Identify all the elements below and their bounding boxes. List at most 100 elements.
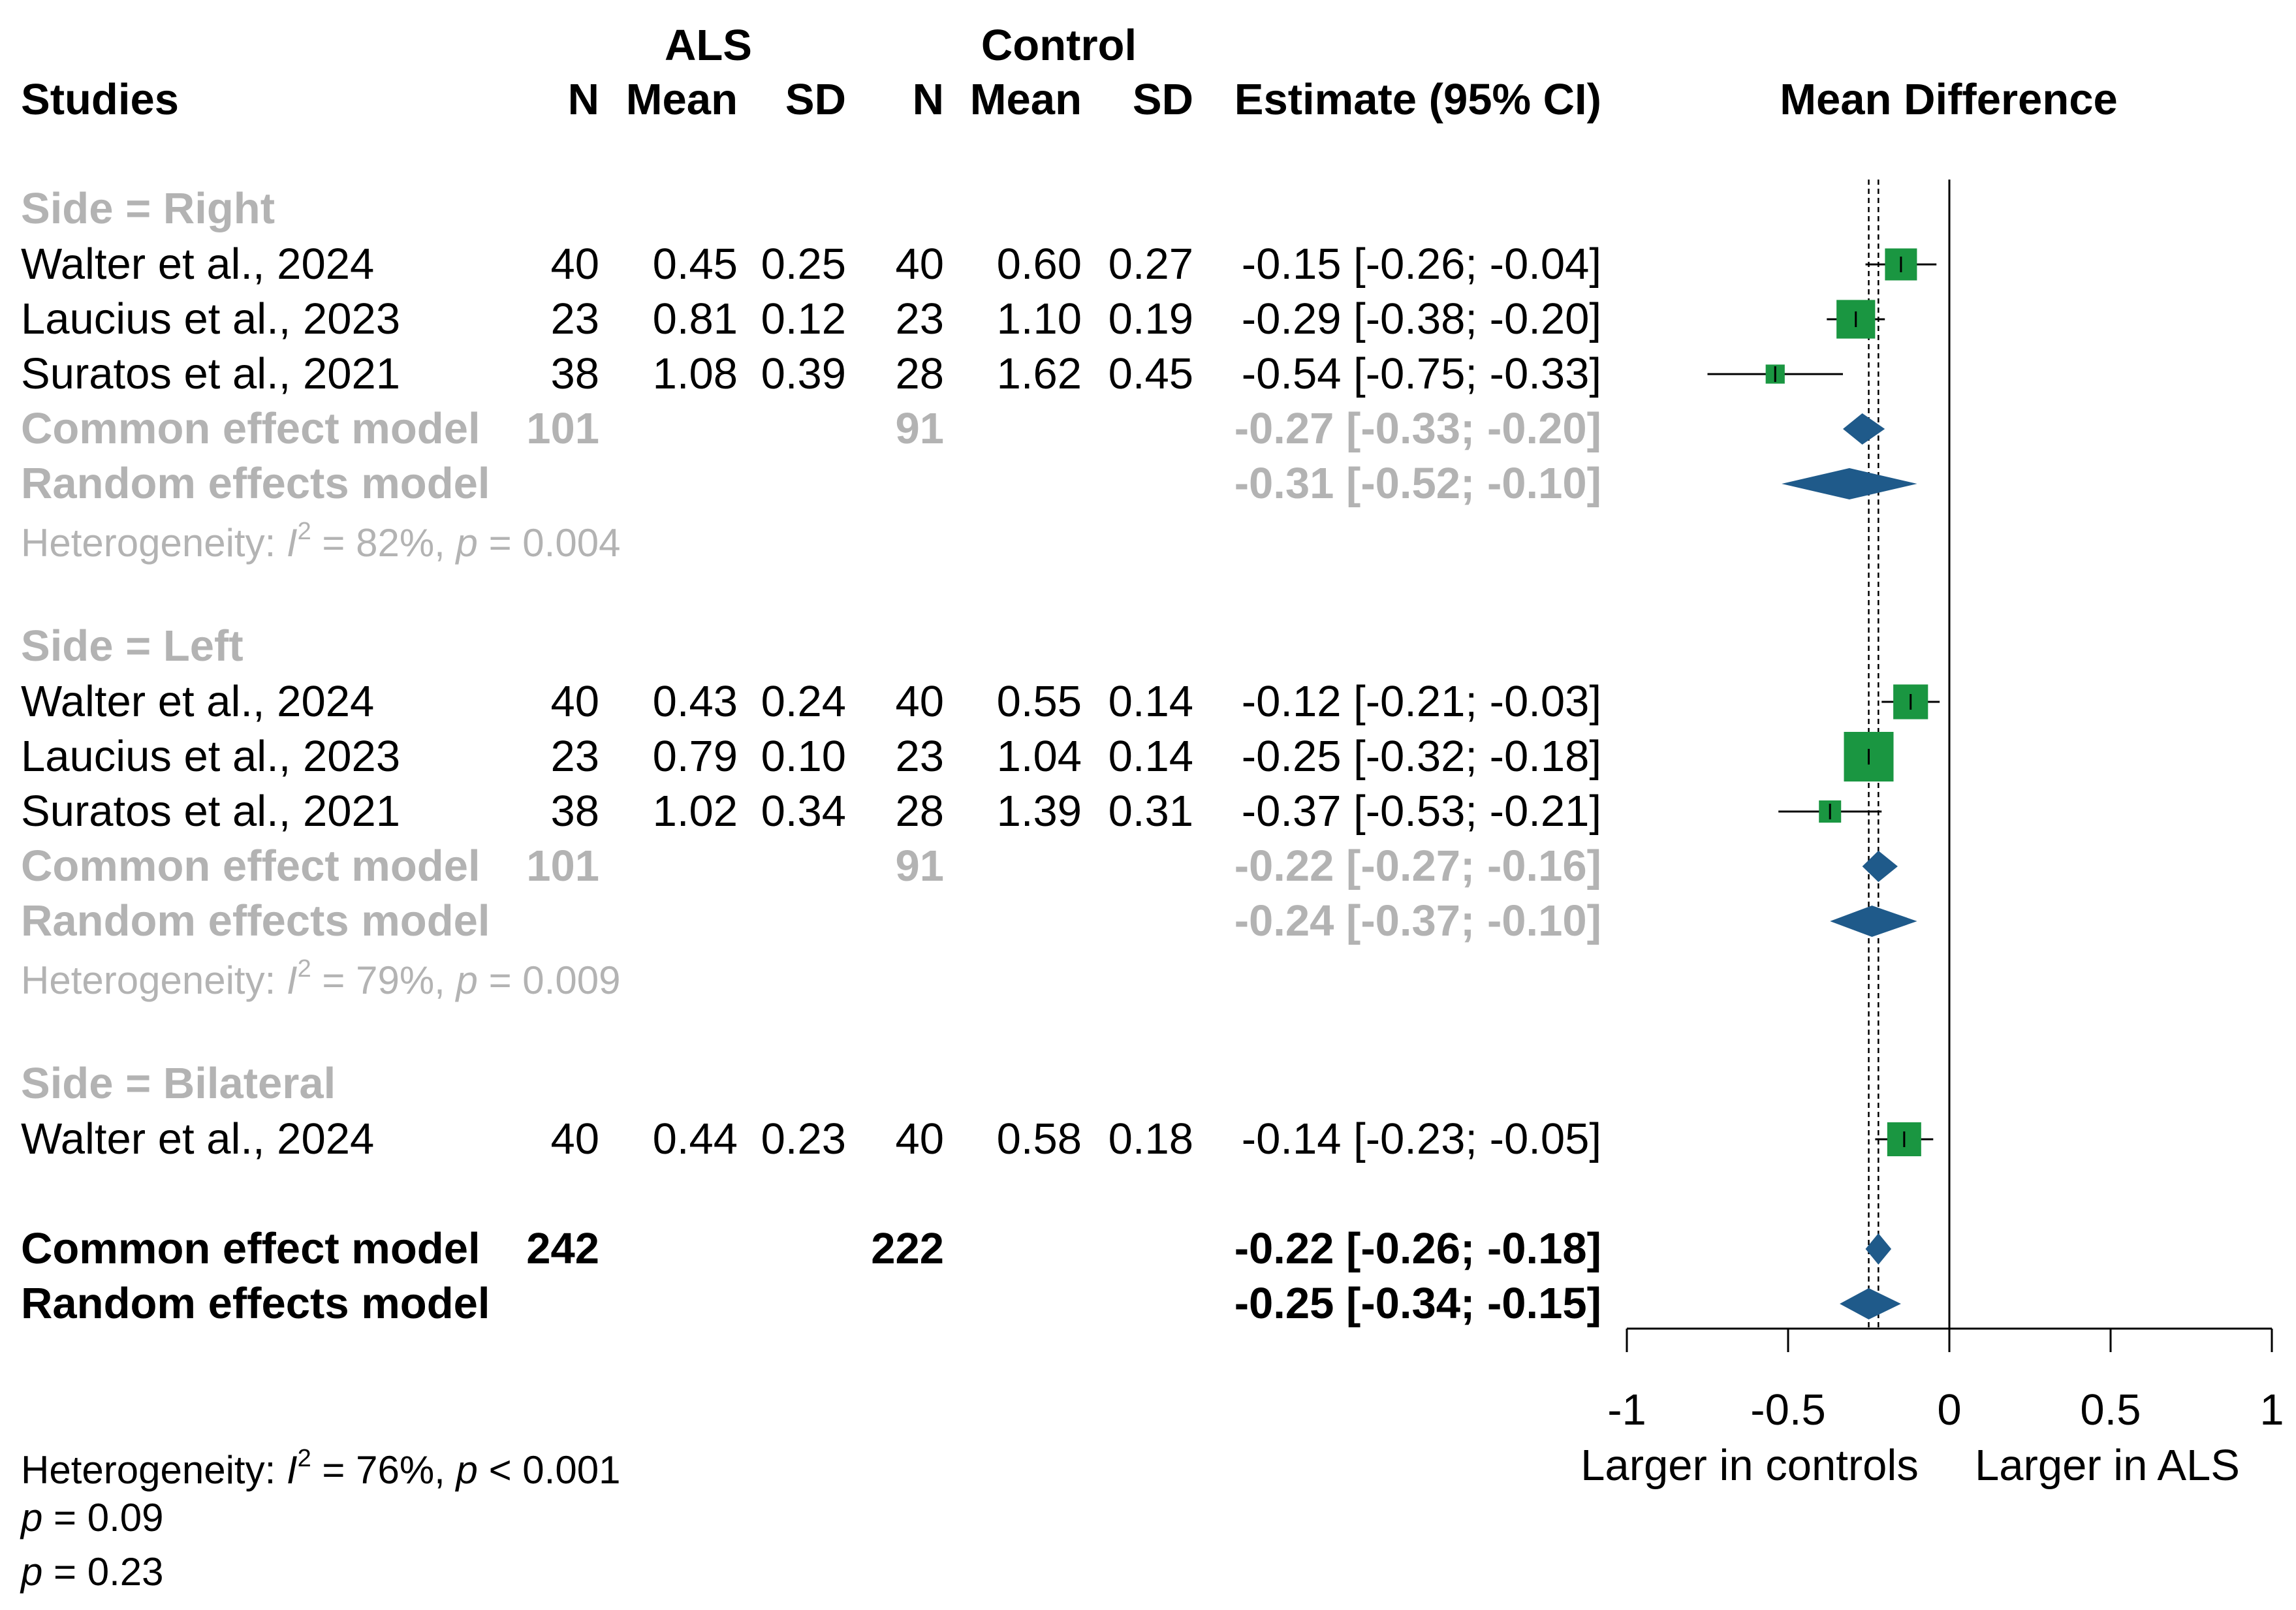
overall-common-label: Common effect model	[21, 1224, 480, 1273]
header-ctl-mean: Mean	[969, 75, 1082, 124]
header-estimate: Estimate (95% CI)	[1234, 75, 1601, 124]
control-n: 40	[895, 677, 944, 726]
control-mean: 1.04	[996, 732, 1082, 781]
study-name: Walter et al., 2024	[21, 240, 375, 289]
control-sd: 0.27	[1108, 240, 1193, 289]
x-tick-label: -1	[1607, 1385, 1646, 1434]
als-mean: 0.43	[652, 677, 738, 726]
subgroup-common-diamond	[1862, 851, 1898, 882]
overall-heterogeneity-prefix: Heterogeneity:	[21, 1448, 287, 1492]
als-n: 23	[550, 294, 599, 343]
overall-random-ci: -0.25 [-0.34; -0.15]	[1234, 1279, 1601, 1328]
control-sd: 0.18	[1108, 1114, 1193, 1163]
overall-common-diamond	[1865, 1233, 1892, 1265]
control-sd: 0.19	[1108, 294, 1193, 343]
control-sd: 0.45	[1108, 349, 1193, 398]
subgroup-common-ci: -0.22 [-0.27; -0.16]	[1234, 842, 1601, 891]
als-sd: 0.24	[761, 677, 846, 726]
als-mean: 0.45	[652, 240, 738, 289]
header-studies: Studies	[21, 75, 179, 124]
overall-common-ci: -0.22 [-0.26; -0.18]	[1234, 1224, 1601, 1273]
control-sd: 0.14	[1108, 732, 1193, 781]
subgroup-common-label: Common effect model	[21, 842, 480, 891]
test-subgroup-common-p: p	[21, 1496, 43, 1539]
subgroup-common-ctl-n: 91	[895, 842, 944, 891]
subgroup-heterogeneity-sup: 2	[297, 518, 311, 545]
study-name: Walter et al., 2024	[21, 1114, 375, 1163]
subgroup-heterogeneity-sup: 2	[297, 955, 311, 983]
header-group-als: ALS	[665, 21, 752, 70]
overall-heterogeneity-sup: 2	[297, 1445, 311, 1472]
x-tick-label: 0	[1937, 1385, 1962, 1434]
control-mean: 1.10	[996, 294, 1082, 343]
header-als-mean: Mean	[625, 75, 738, 124]
overall-random-diamond	[1840, 1288, 1901, 1319]
als-n: 40	[550, 240, 599, 289]
study-name: Walter et al., 2024	[21, 677, 375, 726]
subgroup-random-ci: -0.24 [-0.37; -0.10]	[1234, 896, 1601, 945]
study-name: Laucius et al., 2023	[21, 294, 401, 343]
subgroup-label: Side = Right	[21, 184, 275, 233]
subgroup-heterogeneity-i: I	[286, 958, 298, 1002]
subgroup-common-ci: -0.27 [-0.33; -0.20]	[1234, 404, 1601, 453]
als-n: 40	[550, 677, 599, 726]
control-mean: 0.58	[996, 1114, 1082, 1163]
overall-common-ctl-n: 222	[871, 1224, 944, 1273]
als-sd: 0.39	[761, 349, 846, 398]
subgroup-common-als-n: 101	[526, 404, 599, 453]
als-sd: 0.34	[761, 787, 846, 836]
als-n: 38	[550, 787, 599, 836]
estimate-ci: -0.29 [-0.38; -0.20]	[1241, 294, 1601, 343]
subgroup-heterogeneity-rest: = 0.009	[477, 958, 621, 1002]
als-mean: 0.79	[652, 732, 738, 781]
subgroup-heterogeneity-p: p	[456, 958, 478, 1002]
subgroup-label: Side = Bilateral	[21, 1059, 336, 1108]
estimate-ci: -0.14 [-0.23; -0.05]	[1241, 1114, 1601, 1163]
als-mean: 1.08	[652, 349, 738, 398]
x-tick-label: -0.5	[1750, 1385, 1826, 1434]
als-sd: 0.12	[761, 294, 846, 343]
study-name: Suratos et al., 2021	[21, 349, 401, 398]
estimate-ci: -0.25 [-0.32; -0.18]	[1241, 732, 1601, 781]
als-sd: 0.23	[761, 1114, 846, 1163]
test-subgroup-common: p = 0.09	[21, 1498, 164, 1538]
subgroup-random-diamond	[1830, 906, 1917, 937]
overall-random-label: Random effects model	[21, 1279, 490, 1328]
control-sd: 0.31	[1108, 787, 1193, 836]
test-subgroup-common-rest: = 0.09	[42, 1496, 164, 1539]
subgroup-heterogeneity-i: I	[286, 521, 298, 565]
estimate-ci: -0.37 [-0.53; -0.21]	[1241, 787, 1601, 836]
subgroup-label: Side = Left	[21, 622, 244, 671]
control-n: 28	[895, 787, 944, 836]
header-als-n: N	[567, 75, 599, 124]
estimate-ci: -0.54 [-0.75; -0.33]	[1241, 349, 1601, 398]
subgroup-common-diamond	[1842, 413, 1885, 445]
study-name: Laucius et al., 2023	[21, 732, 401, 781]
control-n: 23	[895, 732, 944, 781]
subgroup-heterogeneity-rest: = 0.004	[477, 521, 621, 565]
als-n: 40	[550, 1114, 599, 1163]
test-subgroup-random: p = 0.23	[21, 1553, 164, 1592]
control-mean: 0.60	[996, 240, 1082, 289]
subgroup-heterogeneity-p: p	[456, 521, 478, 565]
header-ctl-sd: SD	[1132, 75, 1193, 124]
overall-heterogeneity-rest: < 0.001	[477, 1448, 621, 1492]
subgroup-heterogeneity-mid: = 82%,	[311, 521, 456, 565]
control-mean: 0.55	[996, 677, 1082, 726]
subgroup-random-label: Random effects model	[21, 896, 490, 945]
subgroup-heterogeneity-mid: = 79%,	[311, 958, 456, 1002]
header-mean-difference: Mean Difference	[1780, 75, 2118, 124]
overall-heterogeneity-p: p	[456, 1448, 478, 1492]
x-tick-label: 0.5	[2080, 1385, 2141, 1434]
header-als-sd: SD	[785, 75, 846, 124]
als-mean: 0.81	[652, 294, 738, 343]
als-mean: 0.44	[652, 1114, 738, 1163]
control-mean: 1.62	[996, 349, 1082, 398]
als-sd: 0.10	[761, 732, 846, 781]
als-n: 23	[550, 732, 599, 781]
overall-heterogeneity-i: I	[286, 1448, 298, 1492]
subgroup-random-label: Random effects model	[21, 459, 490, 508]
subgroup-common-als-n: 101	[526, 842, 599, 891]
